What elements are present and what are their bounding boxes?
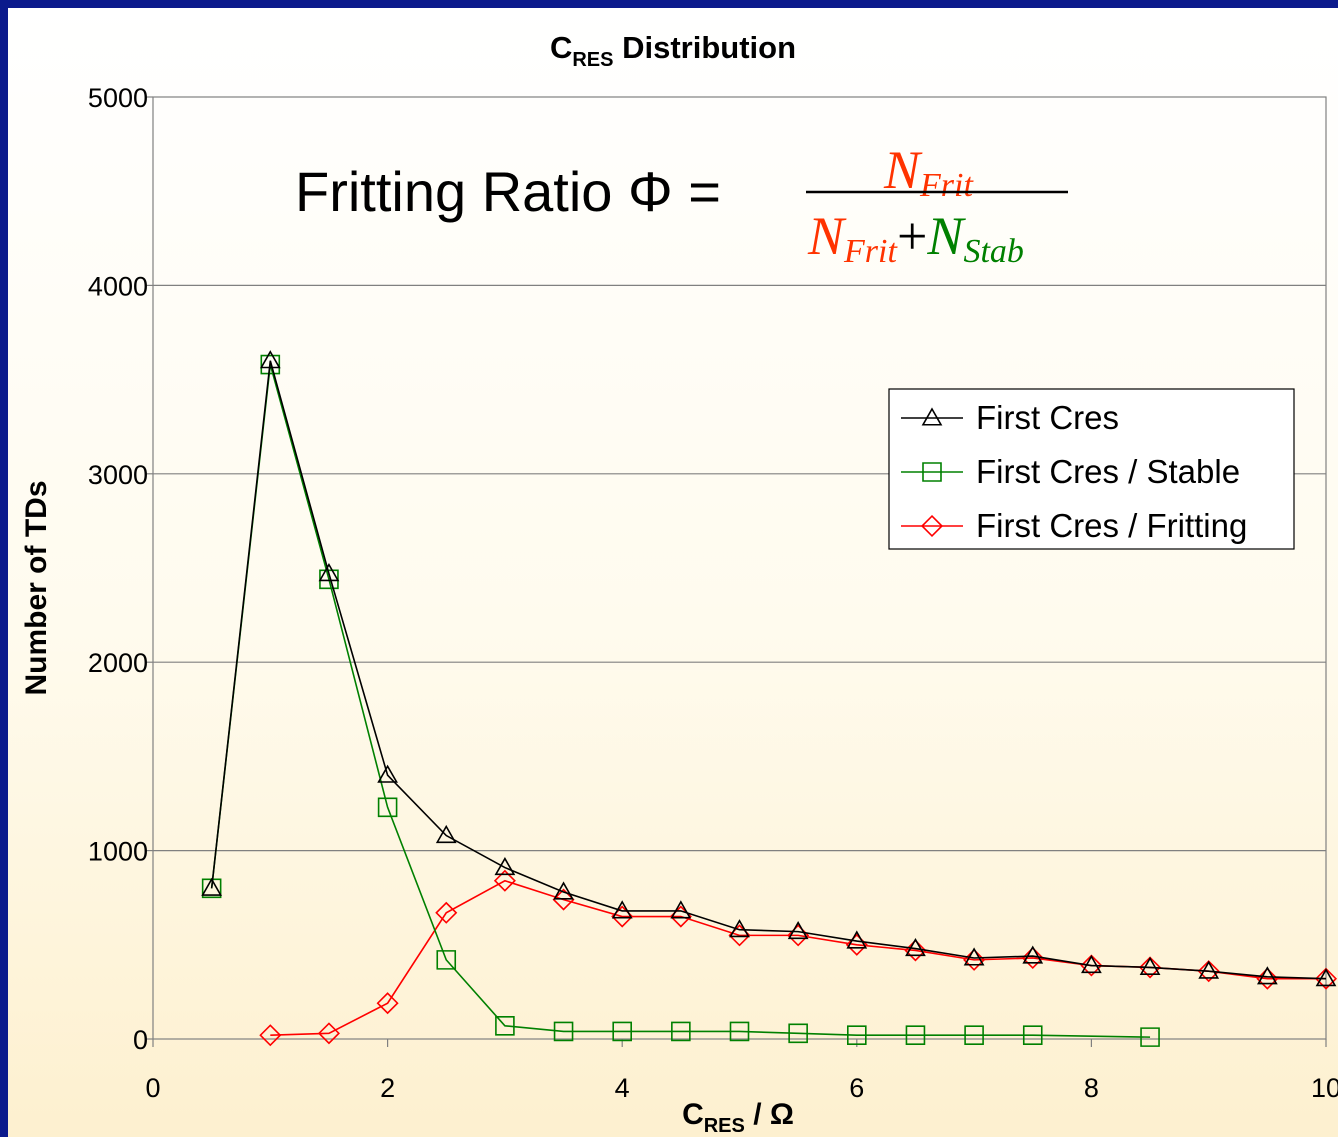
gridlines [145, 96, 1327, 1047]
series-0 [201, 350, 1337, 987]
data-point [1139, 956, 1161, 975]
data-point [495, 1016, 515, 1036]
legend-label: First Cres / Stable [976, 453, 1240, 490]
legend: First Cres First Cres / Stable First Cres … [888, 388, 1295, 550]
series-line [270, 879, 1326, 1037]
data-point [259, 1024, 282, 1047]
y-tick-label: 0 [133, 1025, 148, 1055]
y-tick-labels: 0 1000 2000 3000 4000 5000 [88, 83, 148, 1055]
data-point [729, 1021, 750, 1042]
data-point [376, 992, 399, 1015]
data-point [494, 856, 516, 876]
legend-box [888, 388, 1295, 550]
data-point [905, 937, 926, 957]
chart-title: CRES Distribution [550, 30, 796, 71]
y-axis-label: Number of TDs [20, 480, 53, 695]
legend-marker [920, 514, 944, 538]
data-point [1140, 1027, 1160, 1047]
legend-label: First Cres / Fritting [976, 507, 1247, 544]
data-point [1139, 956, 1162, 979]
data-point [435, 824, 457, 844]
y-tick-label: 4000 [88, 271, 148, 301]
plot-area [152, 96, 1327, 1040]
x-tick-label: 10 [1311, 1073, 1338, 1103]
y-tick-label: 2000 [88, 648, 148, 678]
y-tick-label: 1000 [88, 837, 148, 867]
data-point [612, 1021, 633, 1042]
data-point [435, 901, 458, 924]
series-group [201, 350, 1338, 1047]
chart-frame: CRES Distribution 0 1000 2000 3000 4000 5000 … [8, 8, 1338, 1137]
data-point [846, 930, 868, 949]
x-tick-label: 6 [849, 1073, 864, 1103]
data-point [1021, 946, 1044, 970]
data-point [259, 350, 281, 369]
data-point [671, 1021, 691, 1042]
series-line [210, 360, 1327, 980]
fritting-ratio-formula: Fritting Ratio Φ = NFrit NFrit+NStab [295, 140, 1068, 270]
formula-denominator: NFrit+NStab [807, 206, 1024, 270]
x-tick-labels: 0 2 4 6 8 10 [145, 1073, 1338, 1103]
data-point [201, 877, 223, 896]
y-tick-label: 5000 [88, 83, 148, 113]
data-point [377, 797, 398, 818]
data-point [1315, 968, 1337, 987]
data-point [611, 900, 633, 919]
data-point [493, 869, 516, 892]
data-point [729, 919, 750, 938]
data-point [670, 900, 692, 919]
data-point [788, 1023, 808, 1044]
formula-prefix: Fritting Ratio Φ = [295, 160, 721, 223]
data-point [201, 878, 222, 899]
data-point [1081, 954, 1102, 974]
data-point [1022, 1025, 1043, 1046]
data-point [1314, 967, 1338, 990]
data-point [963, 947, 985, 966]
formula-numerator: NFrit [883, 140, 974, 204]
data-point [1198, 960, 1220, 979]
data-point [1022, 945, 1044, 964]
data-point [787, 920, 809, 940]
data-point [1197, 960, 1220, 983]
x-axis-label: CRES / Ω [682, 1098, 794, 1137]
data-point [846, 1025, 867, 1046]
data-point [964, 1025, 984, 1046]
data-point [436, 950, 457, 970]
data-point [553, 881, 574, 900]
data-point [905, 1025, 926, 1046]
y-tick-label: 3000 [88, 460, 148, 490]
legend-marker [921, 407, 943, 426]
data-point [377, 764, 398, 783]
series-line [210, 364, 1151, 1038]
legend-label: First Cres [976, 399, 1119, 436]
data-point [552, 888, 575, 911]
data-point [1256, 966, 1278, 985]
data-point [553, 1021, 574, 1042]
data-point [1080, 954, 1103, 977]
x-tick-label: 2 [380, 1073, 395, 1103]
data-point [318, 563, 340, 582]
line-chart: CRES Distribution 010002000300040005000 … [20, 30, 1338, 1137]
x-tick-label: 0 [145, 1073, 160, 1103]
legend-marker [922, 462, 942, 482]
data-point [317, 1022, 340, 1045]
x-tick-label: 4 [615, 1073, 630, 1103]
x-tick-label: 8 [1084, 1073, 1099, 1103]
